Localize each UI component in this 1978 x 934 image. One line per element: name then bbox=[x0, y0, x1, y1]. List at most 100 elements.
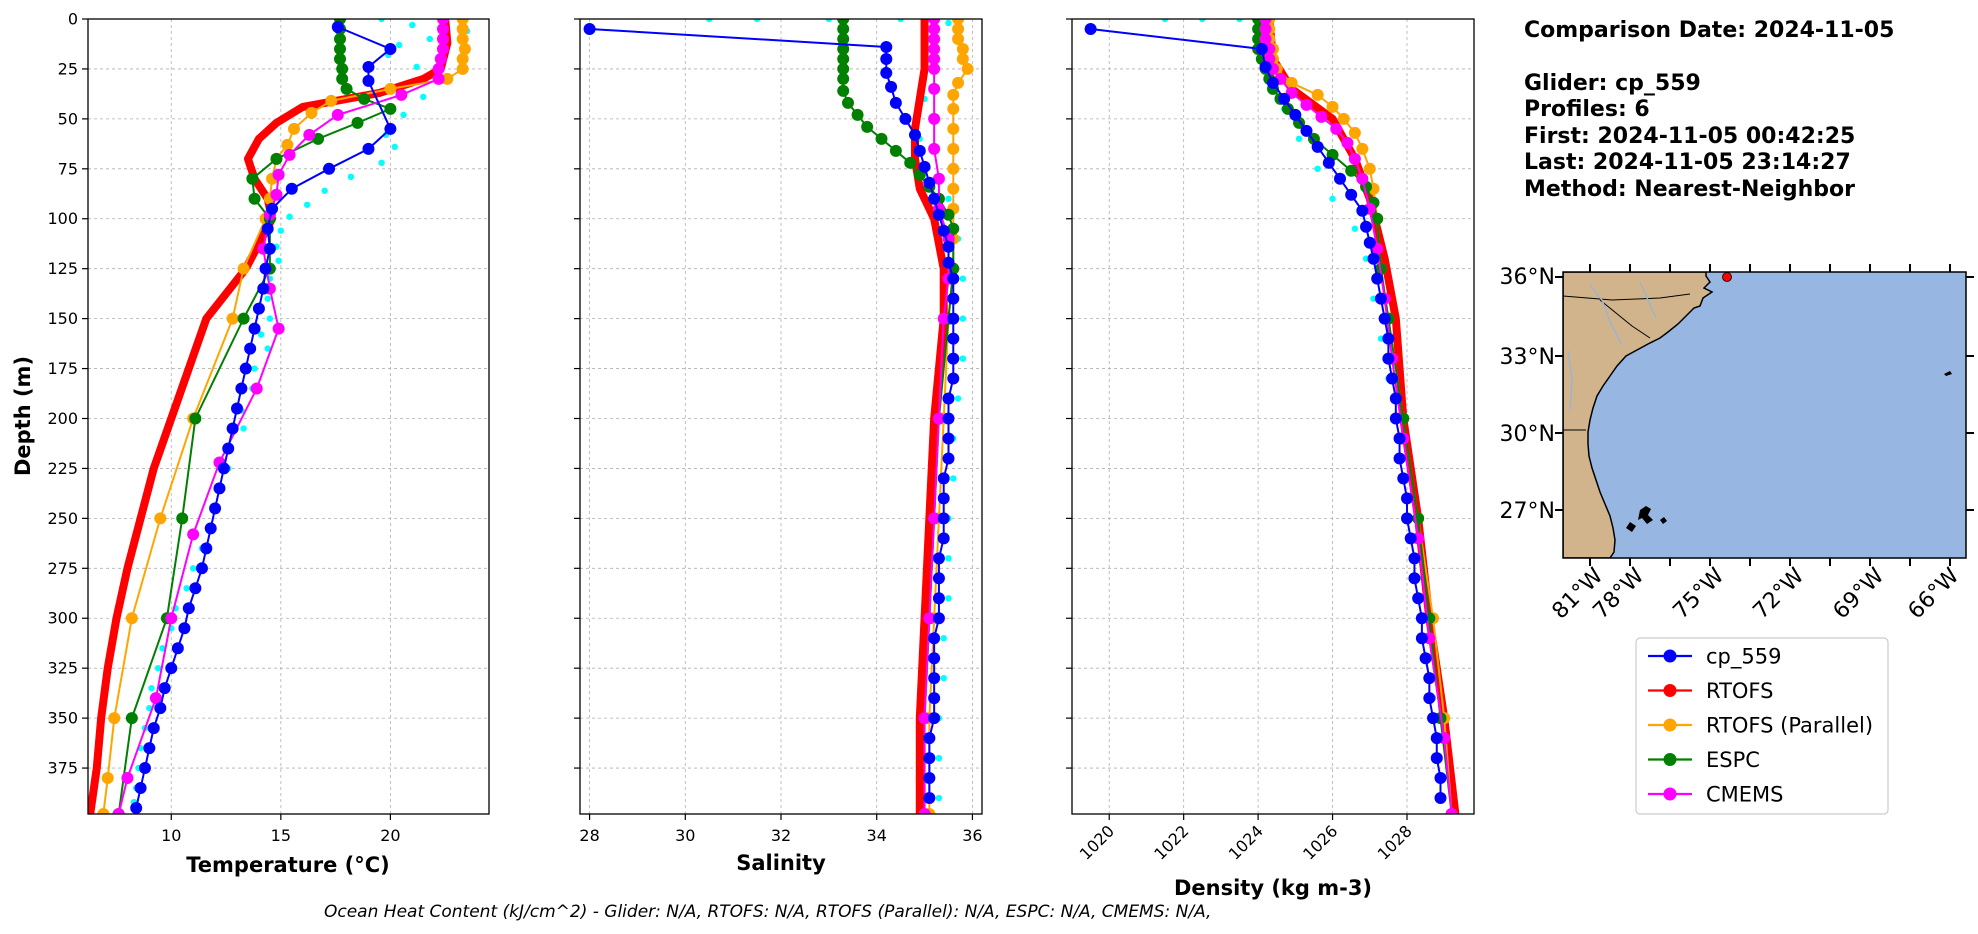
data-point bbox=[1408, 572, 1421, 585]
legend-swatch-marker bbox=[1663, 649, 1677, 663]
lat-label: 36°N bbox=[1500, 265, 1555, 290]
data-point bbox=[1255, 42, 1268, 55]
data-point bbox=[837, 52, 850, 65]
data-point bbox=[275, 257, 282, 264]
data-point bbox=[923, 752, 936, 765]
data-point bbox=[952, 32, 965, 45]
density-panel: 1020 1022 1024 1026 1028 bbox=[1066, 18, 1475, 864]
data-point bbox=[378, 19, 385, 23]
data-point bbox=[1389, 392, 1402, 405]
x-tick-label: 30 bbox=[675, 826, 695, 845]
temperature-panel: 0 25 50 75 100 125 150 175 200 225 250 275 300 325 350… bbox=[47, 10, 490, 845]
data-point bbox=[187, 528, 200, 541]
data-point bbox=[1371, 272, 1384, 285]
data-point bbox=[918, 808, 931, 814]
x-tick-label: 36 bbox=[962, 826, 982, 845]
data-point bbox=[1259, 32, 1272, 45]
data-point bbox=[842, 96, 854, 109]
data-point bbox=[1330, 122, 1343, 135]
data-point bbox=[947, 332, 960, 345]
data-point bbox=[928, 32, 941, 45]
data-point bbox=[200, 542, 213, 555]
data-point bbox=[947, 122, 960, 135]
data-point bbox=[837, 32, 850, 45]
glider-location-marker bbox=[1722, 272, 1732, 282]
data-point bbox=[285, 182, 298, 195]
island bbox=[1638, 506, 1653, 524]
data-point bbox=[1334, 172, 1346, 185]
data-point bbox=[154, 664, 162, 672]
data-point bbox=[246, 172, 259, 185]
data-point bbox=[1259, 60, 1272, 73]
state-border bbox=[1599, 299, 1651, 339]
data-point bbox=[456, 52, 469, 65]
data-point bbox=[395, 88, 408, 101]
data-point bbox=[1427, 712, 1440, 725]
data-point bbox=[378, 159, 385, 167]
data-point bbox=[384, 102, 397, 115]
lon-label: 72°W bbox=[1749, 563, 1810, 624]
data-point bbox=[112, 808, 125, 814]
data-point bbox=[154, 702, 167, 715]
data-point bbox=[1423, 692, 1436, 705]
data-point bbox=[937, 312, 950, 325]
data-point bbox=[226, 422, 239, 435]
y-tick-label: 125 bbox=[47, 259, 78, 278]
salinity-series-group bbox=[583, 19, 974, 814]
data-point bbox=[880, 40, 893, 53]
data-point bbox=[928, 192, 941, 205]
data-point bbox=[456, 19, 469, 25]
legend-frame bbox=[1635, 637, 1889, 815]
data-point bbox=[1377, 335, 1385, 342]
legend-item: RTOFS bbox=[1648, 679, 1773, 703]
data-point bbox=[1267, 76, 1279, 89]
data-point bbox=[259, 262, 272, 275]
data-point bbox=[213, 482, 226, 495]
x-tick-label: 1024 bbox=[1225, 821, 1267, 863]
data-point bbox=[362, 142, 375, 155]
data-point bbox=[147, 722, 160, 735]
data-point bbox=[1356, 142, 1369, 155]
y-tick-label: 300 bbox=[47, 609, 78, 628]
data-point bbox=[235, 382, 248, 395]
y-tick-label: 250 bbox=[47, 509, 78, 528]
data-point bbox=[837, 84, 850, 97]
data-point bbox=[1389, 412, 1402, 425]
data-point bbox=[1084, 22, 1097, 35]
data-point bbox=[336, 62, 349, 75]
x-tick-label: 10 bbox=[161, 826, 181, 845]
data-point bbox=[171, 642, 184, 655]
data-point bbox=[1348, 152, 1361, 165]
first-time: First: 2024-11-05 00:42:25 bbox=[1524, 124, 1855, 149]
map-land bbox=[1563, 272, 1714, 558]
data-point bbox=[1278, 92, 1291, 105]
island bbox=[1660, 517, 1667, 524]
data-point bbox=[413, 63, 420, 71]
data-point bbox=[1393, 452, 1406, 465]
data-point bbox=[189, 582, 202, 595]
data-point bbox=[217, 462, 230, 475]
y-tick-label: 200 bbox=[47, 409, 78, 428]
legend-swatch-marker bbox=[1663, 718, 1677, 732]
data-point bbox=[952, 22, 965, 35]
data-point bbox=[889, 144, 902, 157]
data-point bbox=[928, 19, 941, 25]
y-tick-label: 275 bbox=[47, 559, 78, 578]
data-point bbox=[101, 772, 114, 785]
data-point bbox=[947, 372, 960, 385]
data-point bbox=[1351, 225, 1359, 232]
data-point bbox=[959, 355, 967, 362]
data-point bbox=[261, 222, 274, 235]
comparison-date: Comparison Date: 2024-11-05 bbox=[1524, 18, 1894, 43]
x-tick-label: 1026 bbox=[1299, 821, 1341, 863]
data-point bbox=[226, 312, 239, 325]
data-point bbox=[1370, 295, 1377, 302]
data-point bbox=[904, 156, 917, 169]
data-point bbox=[706, 19, 713, 23]
data-point bbox=[286, 213, 293, 220]
lat-label: 33°N bbox=[1500, 345, 1555, 370]
data-point bbox=[266, 315, 274, 322]
y-tick-label: 0 bbox=[68, 10, 78, 29]
data-point bbox=[947, 182, 960, 195]
